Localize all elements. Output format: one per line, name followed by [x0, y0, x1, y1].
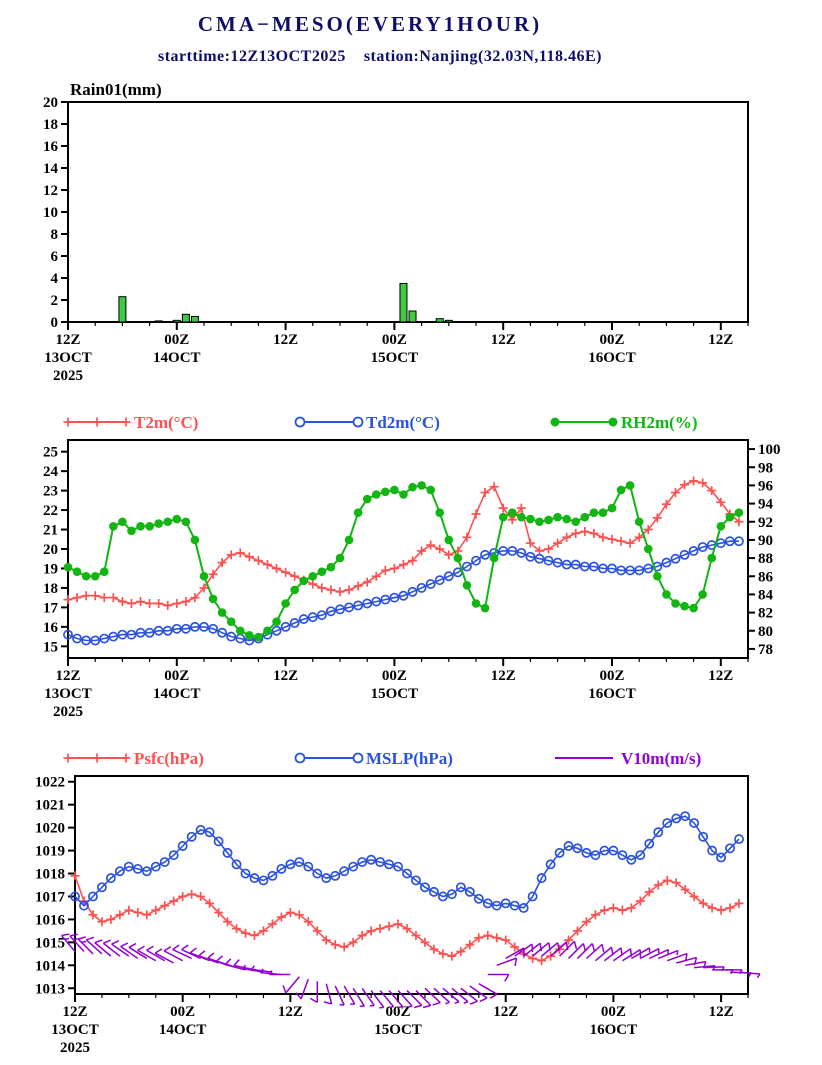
- svg-text:00Z: 00Z: [599, 332, 624, 348]
- svg-text:2025: 2025: [60, 1040, 90, 1056]
- svg-text:15OCT: 15OCT: [371, 686, 419, 702]
- svg-text:16OCT: 16OCT: [590, 1022, 638, 1038]
- svg-text:12Z: 12Z: [273, 668, 298, 684]
- svg-text:12: 12: [43, 183, 58, 199]
- svg-text:22: 22: [43, 503, 58, 519]
- svg-text:80: 80: [758, 624, 773, 640]
- svg-text:13OCT: 13OCT: [51, 1022, 99, 1038]
- svg-text:Psfc(hPa): Psfc(hPa): [134, 749, 204, 768]
- svg-text:8: 8: [51, 227, 59, 243]
- svg-text:12Z: 12Z: [708, 668, 733, 684]
- svg-text:84: 84: [758, 587, 774, 603]
- svg-text:12Z: 12Z: [55, 332, 80, 348]
- svg-text:1018: 1018: [35, 867, 65, 883]
- svg-text:00Z: 00Z: [164, 332, 189, 348]
- svg-text:82: 82: [758, 606, 773, 622]
- svg-text:12Z: 12Z: [278, 1004, 303, 1020]
- svg-text:Td2m(°C): Td2m(°C): [366, 413, 440, 432]
- svg-text:4: 4: [51, 271, 59, 287]
- svg-text:10: 10: [43, 205, 58, 221]
- svg-text:88: 88: [758, 551, 773, 567]
- svg-text:94: 94: [758, 497, 774, 513]
- svg-text:12Z: 12Z: [491, 668, 516, 684]
- svg-text:Rain01(mm): Rain01(mm): [70, 80, 162, 99]
- svg-text:2: 2: [51, 293, 59, 309]
- temperature-humidity-panel: T2m(°C) Td2m(°C) RH2m(%)12Z13OCT202500Z14O…: [43, 413, 781, 720]
- svg-text:14: 14: [43, 161, 59, 177]
- svg-text:00Z: 00Z: [164, 668, 189, 684]
- svg-text:17: 17: [43, 600, 59, 616]
- chart-title: CMA−MESO(EVERY1HOUR): [197, 12, 543, 36]
- svg-text:100: 100: [758, 442, 781, 458]
- svg-text:12Z: 12Z: [491, 332, 516, 348]
- svg-text:1014: 1014: [35, 958, 66, 974]
- svg-text:1022: 1022: [35, 775, 65, 791]
- svg-text:16: 16: [43, 139, 59, 155]
- svg-text:6: 6: [51, 249, 59, 265]
- svg-text:00Z: 00Z: [382, 332, 407, 348]
- svg-text:14OCT: 14OCT: [159, 1022, 207, 1038]
- svg-text:1013: 1013: [35, 981, 65, 997]
- svg-text:92: 92: [758, 515, 773, 531]
- svg-text:2025: 2025: [53, 368, 83, 380]
- svg-text:23: 23: [43, 484, 58, 500]
- rain-panel: Rain01(mm) 12Z 13OCT 2025 00Z 14OCT 12Z 00Z 15OC…: [43, 80, 749, 380]
- svg-text:00Z: 00Z: [599, 668, 624, 684]
- svg-text:12Z: 12Z: [62, 1004, 87, 1020]
- svg-text:13OCT: 13OCT: [44, 686, 92, 702]
- svg-text:78: 78: [758, 642, 773, 658]
- svg-text:20: 20: [43, 95, 58, 111]
- svg-text:86: 86: [758, 569, 774, 585]
- svg-text:15: 15: [43, 639, 58, 655]
- svg-text:1016: 1016: [35, 912, 66, 928]
- svg-text:2025: 2025: [53, 704, 83, 720]
- svg-text:12Z: 12Z: [273, 332, 298, 348]
- svg-text:1019: 1019: [35, 844, 65, 860]
- svg-text:16OCT: 16OCT: [588, 686, 636, 702]
- svg-text:14OCT: 14OCT: [153, 686, 201, 702]
- svg-text:00Z: 00Z: [386, 1004, 411, 1020]
- svg-text:21: 21: [43, 523, 58, 539]
- svg-text:18: 18: [43, 117, 58, 133]
- pressure-wind-panel: Psfc(hPa) MSLP(hPa) V10m(m/s) 12Z 13OCT 2025 0…: [35, 749, 761, 1056]
- svg-text:18: 18: [43, 581, 58, 597]
- svg-text:12Z: 12Z: [493, 1004, 518, 1020]
- svg-text:98: 98: [758, 460, 773, 476]
- svg-text:12Z: 12Z: [709, 1004, 734, 1020]
- svg-text:RH2m(%): RH2m(%): [621, 413, 697, 432]
- chart-subtitle: starttime:12Z13OCT2025 station:Nanjing(3…: [157, 48, 603, 65]
- svg-text:90: 90: [758, 533, 773, 549]
- svg-text:1015: 1015: [35, 935, 65, 951]
- svg-text:00Z: 00Z: [601, 1004, 626, 1020]
- svg-text:24: 24: [43, 464, 59, 480]
- svg-text:12Z: 12Z: [708, 332, 733, 348]
- svg-text:T2m(°C): T2m(°C): [134, 413, 198, 432]
- svg-text:1017: 1017: [35, 889, 66, 905]
- svg-text:0: 0: [51, 315, 59, 331]
- svg-text:14OCT: 14OCT: [153, 350, 201, 366]
- svg-text:MSLP(hPa): MSLP(hPa): [366, 749, 453, 768]
- svg-text:13OCT: 13OCT: [44, 350, 92, 366]
- svg-text:16: 16: [43, 620, 59, 636]
- svg-text:1020: 1020: [35, 821, 65, 837]
- svg-text:15OCT: 15OCT: [371, 350, 419, 366]
- svg-text:16OCT: 16OCT: [588, 350, 636, 366]
- svg-text:15OCT: 15OCT: [374, 1022, 422, 1038]
- svg-text:00Z: 00Z: [170, 1004, 195, 1020]
- svg-text:00Z: 00Z: [382, 668, 407, 684]
- svg-text:96: 96: [758, 478, 774, 494]
- svg-text:12Z: 12Z: [55, 668, 80, 684]
- svg-text:1021: 1021: [35, 798, 65, 814]
- svg-text:19: 19: [43, 561, 58, 577]
- svg-text:25: 25: [43, 445, 58, 461]
- svg-text:V10m(m/s): V10m(m/s): [621, 749, 701, 768]
- svg-text:20: 20: [43, 542, 58, 558]
